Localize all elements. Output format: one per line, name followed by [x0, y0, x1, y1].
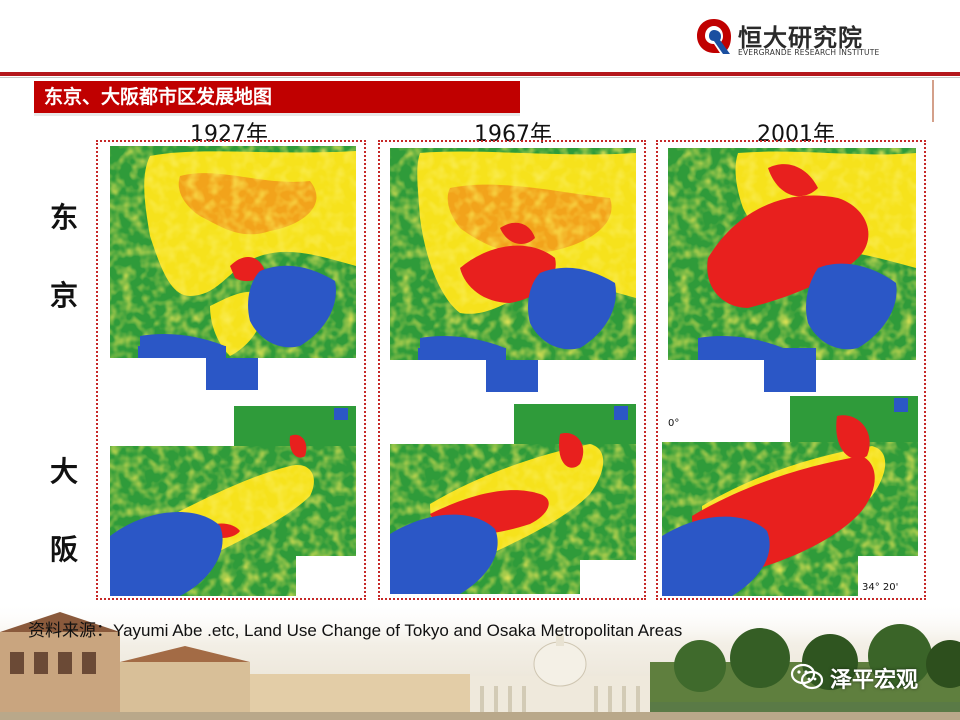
map-panel-1967	[378, 140, 646, 600]
tokyo-map-1927	[110, 146, 356, 390]
map-panel-2001: 0° 34° 20'	[656, 140, 926, 600]
wechat-watermark: 泽平宏观	[790, 660, 940, 694]
slide-title: 东京、大阪都市区发展地图	[34, 81, 520, 113]
osaka-map-1927	[110, 406, 356, 596]
wechat-icon	[790, 663, 824, 690]
city-label-tokyo-2: 京	[50, 279, 79, 312]
osaka-map-2001: 0° 34° 20'	[662, 396, 918, 596]
coord-label-top: 0°	[668, 418, 679, 429]
header-grey-rule	[0, 77, 960, 78]
coord-label-bottom: 34° 20'	[862, 582, 898, 593]
header: 恒大研究院 EVERGRANDE RESEARCH INSTITUTE	[0, 0, 960, 72]
map-panel-1927	[96, 140, 366, 600]
tokyo-map-2001	[668, 148, 916, 392]
brand-subtitle: EVERGRANDE RESEARCH INSTITUTE	[738, 48, 880, 57]
source-citation: 资料来源：Yayumi Abe .etc, Land Use Change of…	[28, 621, 683, 640]
year-label-1967: 1967年	[474, 122, 552, 147]
city-label-osaka-1: 大	[50, 455, 79, 488]
header-red-rule	[0, 72, 960, 76]
title-bar-shadow	[34, 113, 520, 116]
brand-logo: 恒大研究院 EVERGRANDE RESEARCH INSTITUTE	[694, 16, 894, 60]
city-label-osaka-2: 阪	[50, 533, 79, 566]
evergrande-logo-icon	[697, 19, 731, 54]
city-label-tokyo-1: 东	[50, 201, 79, 234]
tokyo-map-1967	[390, 148, 636, 392]
year-label-1927: 1927年	[190, 122, 268, 147]
header-right-accent	[932, 80, 934, 122]
watermark-label: 泽平宏观	[830, 668, 919, 693]
year-label-2001: 2001年	[757, 122, 835, 147]
brand-name: 恒大研究院	[738, 24, 863, 52]
osaka-map-1967	[390, 404, 636, 594]
footer-decoration	[0, 602, 960, 720]
